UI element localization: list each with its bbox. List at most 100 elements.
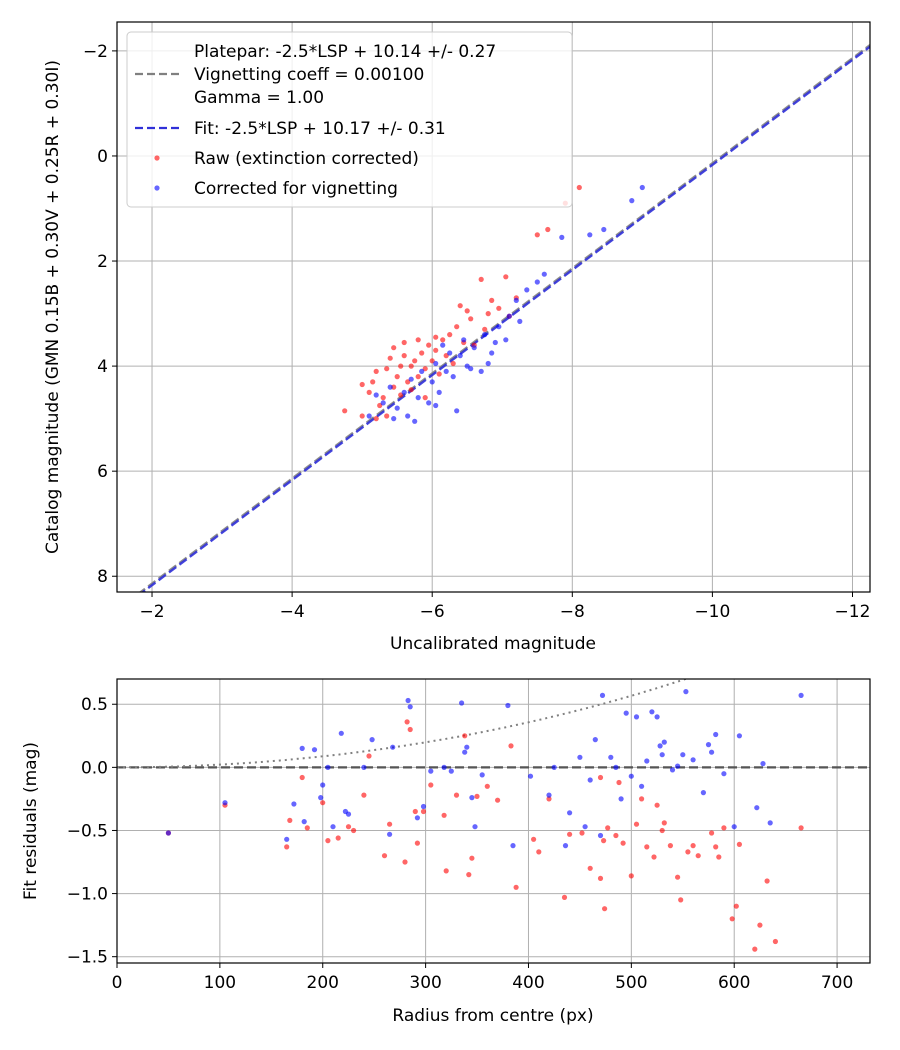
bottom-raw-point [605,825,611,831]
top-corrected-point [380,400,386,406]
bottom-corrected-point [798,692,804,699]
bottom-raw-point [495,797,501,803]
bottom-corrected-point [567,810,573,816]
bottom-corrected-point [654,714,660,720]
bottom-y-axis-label: Fit residuals (mag) [21,742,41,900]
bottom-corrected-point [441,764,447,771]
bottom-corrected-point [338,730,344,736]
bottom-x-tick-label: 200 [307,973,339,993]
top-raw-point [415,374,421,380]
bottom-corrected-point [669,767,676,773]
legend-box [126,31,573,208]
top-corrected-point [454,408,460,414]
top-corrected-point [524,287,530,293]
bottom-corrected-point [284,836,290,842]
top-raw-point [447,332,453,338]
top-corrected-point [433,360,439,367]
bottom-corrected-point [633,714,640,720]
bottom-corrected-point [618,796,624,802]
top-x-tick-label: −8 [560,602,585,622]
bottom-raw-point [772,938,779,945]
bottom-raw-point [345,824,352,830]
top-raw-point [468,316,474,322]
bottom-corrected-point [369,737,375,743]
bottom-raw-point [420,808,427,815]
legend-raw-label: Raw (extinction corrected) [194,149,419,169]
top-x-tick-label: −2 [139,602,164,622]
bottom-raw-point [709,830,715,836]
top-y-tick-label: 6 [97,462,108,482]
bottom-corrected-point [325,764,331,771]
top-raw-point [496,305,502,311]
bottom-y-tick-label: 0.5 [81,695,108,715]
legend-gamma-label: Gamma = 1.00 [194,88,324,108]
top-raw-point [342,408,348,414]
bottom-raw-point [675,874,681,880]
bottom-corrected-point [320,782,326,788]
bottom-corrected-point [644,758,650,764]
bottom-x-tick-label: 100 [204,973,236,993]
bottom-corrected-point [469,795,475,801]
top-plot-frame [116,21,871,593]
top-raw-point [426,342,432,348]
legend-raw-marker [154,155,160,161]
top-x-tick-label: −12 [835,602,871,622]
bottom-raw-point [474,793,480,800]
bottom-y-tick-label: −1.5 [67,948,108,968]
top-raw-point [415,337,421,343]
bottom-raw-point [351,827,357,834]
bottom-y-ticks: −1.5 −1.0 −0.5 0.0 0.5 [67,695,117,968]
top-corrected-point [443,368,449,374]
bottom-raw-point [597,774,604,781]
bottom-y-tick-label: 0.0 [81,758,108,778]
bottom-corrected-point [700,790,707,796]
bottom-raw-point [466,872,472,878]
top-y-tick-label: 2 [97,252,108,272]
bottom-raw-point [462,733,468,739]
bottom-corrected-point [428,768,434,774]
bottom-corrected-point [608,754,614,760]
bottom-raw-point [561,894,568,901]
bottom-corrected-point [459,700,465,706]
top-corrected-point [391,416,397,422]
bottom-raw-point [661,820,667,826]
top-raw-point [405,379,411,385]
bottom-corrected-point [407,704,413,710]
bottom-corrected-point [649,709,655,715]
bottom-raw-point [602,906,608,912]
top-y-tick-label: 0 [97,147,108,167]
top-raw-point [464,308,470,314]
top-corrected-point [433,402,439,409]
top-corrected-point [394,405,400,411]
top-corrected-point [587,232,593,238]
bottom-corrected-point [736,733,743,739]
bottom-corrected-point [390,744,396,750]
top-raw-point [422,366,428,372]
bottom-raw-point [325,838,331,844]
bottom-corrected-point [479,772,485,778]
legend-corrected-label: Corrected for vignetting [194,179,398,199]
top-raw-point [408,363,414,369]
top-corrected-point [412,418,418,424]
top-corrected-point [489,350,495,356]
bottom-corrected-point [448,768,454,774]
bottom-raw-point [659,827,665,834]
bottom-x-tick-label: 0 [112,973,123,993]
bottom-corrected-point [657,743,663,749]
bottom-y-tick-label: −1.0 [67,885,108,905]
top-x-tick-label: −10 [694,602,730,622]
bottom-raw-point [752,946,758,952]
top-corrected-point [405,413,411,419]
bottom-raw-point [567,831,573,837]
bottom-corrected-point [345,811,352,817]
bottom-raw-point [685,849,691,855]
bottom-raw-point [536,849,542,855]
bottom-raw-point [428,782,434,788]
top-raw-point [576,184,582,191]
top-raw-point [436,371,442,377]
top-x-tick-label: −6 [420,602,445,622]
top-corrected-point [419,368,425,374]
bottom-scatter-points [165,689,804,952]
bottom-raw-point [546,796,552,802]
top-raw-point [359,413,365,419]
